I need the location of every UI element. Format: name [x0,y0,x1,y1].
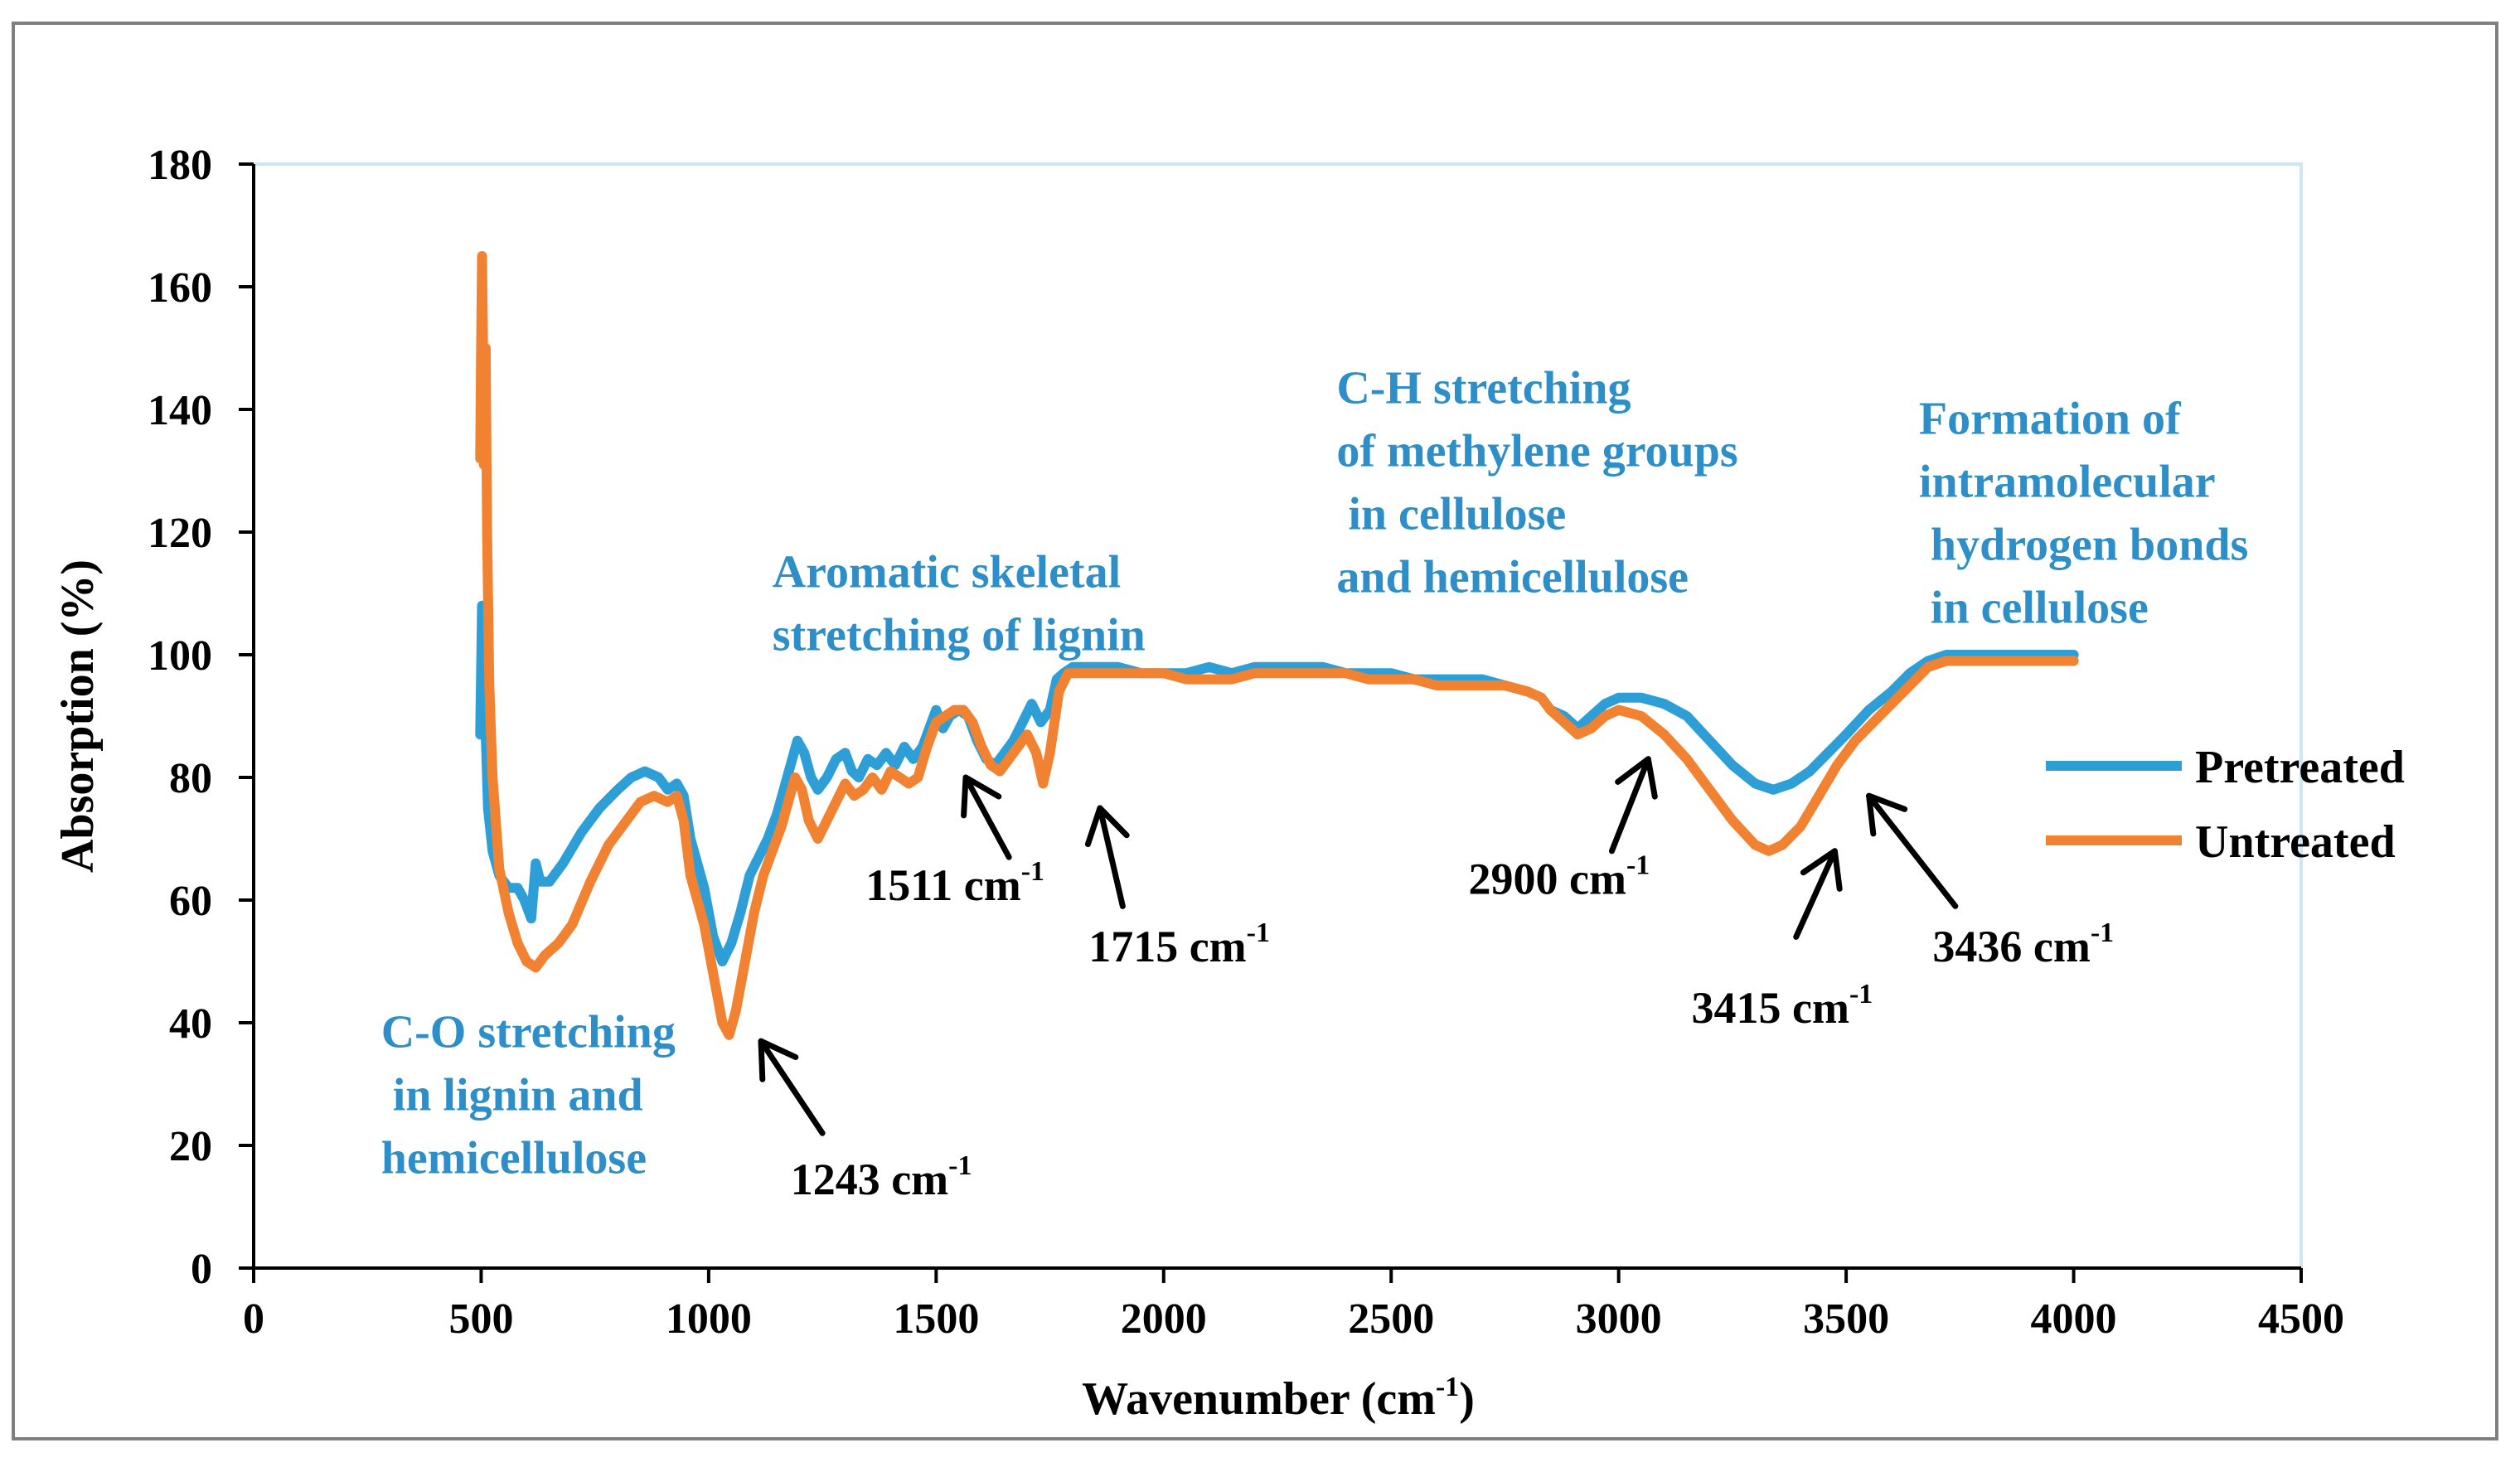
peak-arrow-shaft [1097,805,1126,909]
annotations: C-O stretching in lignin and hemicellulos… [381,363,2249,1184]
peak-arrow-shaft [758,1038,826,1136]
peak-label-sup: -1 [1021,856,1044,887]
tick-labels: 0 20 40 60 80 100 120 140 160 180 0 500 1000 1500 2000… [148,142,2344,1343]
y-tick-label: 120 [148,510,212,557]
y-axis-title: Absorption (%) [52,559,104,873]
series-line-untreated [475,251,2079,1040]
y-tick-label: 80 [169,755,212,802]
x-tick-label: 3000 [1576,1295,1662,1343]
annotation-line: hemicellulose [381,1133,647,1184]
x-tick-label: 500 [448,1295,513,1343]
peak-label-text: 3415 cm [1691,983,1849,1033]
peak-label: 1243 cm-1 [791,1150,972,1204]
x-axis-title-end: ) [1459,1373,1475,1425]
peak-arrow-shaft [1608,756,1651,855]
series-layer [475,251,2079,1040]
annotation-line: and hemicellulose [1336,552,1689,603]
peak-label-sup: -1 [948,1150,972,1181]
peak-arrow-head [758,1038,799,1082]
annotation-line: C-H stretching [1336,363,1631,414]
x-axis-title: Wavenumber (cm-1) [1082,1372,1475,1425]
peak-label-text: 3436 cm [1932,922,2090,971]
peak-arrow-head [1800,848,1843,892]
x-tick-label: 4000 [2031,1295,2117,1343]
peak-label-sup: -1 [2091,917,2114,948]
annotation-line: in cellulose [1919,583,2149,634]
annotation-line: hydrogen bonds [1919,520,2248,571]
legend: Pretreated Untreated [2046,742,2405,868]
annotation-line: of methylene groups [1336,426,1737,477]
peak-label: 1511 cm-1 [865,856,1044,910]
x-tick-label: 1000 [666,1295,752,1343]
annotation-line: Aromatic skeletal [773,547,1121,598]
y-tick-label: 40 [169,1000,212,1048]
annotation-line: Formation of [1919,394,2182,445]
peak-label-text: 1243 cm [791,1155,948,1204]
peak-label: 2900 cm-1 [1469,850,1650,904]
peak-label-text: 1511 cm [865,860,1020,910]
peak-label-text: 2900 cm [1469,855,1626,904]
y-tick-label: 140 [148,387,212,434]
y-tick-label: 60 [169,878,212,925]
figure-frame [12,22,2498,1440]
peak-arrow-head [1866,792,1908,837]
x-tick-label: 3500 [1803,1295,1889,1343]
series-line-pretreated [475,600,2079,966]
annotation-label: Aromatic skeletal stretching of lignin [773,547,1146,661]
x-tick-label: 2500 [1348,1295,1434,1343]
y-tick-label: 180 [148,142,212,189]
peak-label-text: 1715 cm [1088,922,1246,971]
x-axis-title-main: Wavenumber (cm [1082,1373,1436,1425]
peak-arrow-shaft [962,774,1012,860]
annotation-label: C-O stretching in lignin and hemicellulos… [381,1007,676,1184]
annotation-label: C-H stretching of methylene groups in cel… [1336,363,1737,603]
peak-label-sup: -1 [1626,850,1650,881]
x-axis-title-sup: -1 [1436,1372,1459,1402]
y-tick-label: 160 [148,264,212,312]
legend-label-pretreated: Pretreated [2195,742,2405,793]
annotation-line: intramolecular [1919,457,2216,508]
annotation-line: stretching of lignin [773,610,1146,661]
legend-label-untreated: Untreated [2195,816,2396,868]
annotation-line: in lignin and [381,1070,643,1121]
x-tick-label: 0 [243,1295,264,1343]
axes [239,162,2303,1283]
x-tick-label: 2000 [1121,1295,1207,1343]
peak-arrow-head [1084,805,1130,848]
annotation-label: Formation of intramolecular hydrogen bond… [1919,394,2248,634]
peak-arrow-shaft [1793,848,1838,940]
y-tick-label: 20 [169,1123,212,1170]
x-tick-label: 1500 [893,1295,979,1343]
peak-label: 3436 cm-1 [1932,917,2114,971]
peak-arrow-shaft [1866,792,1959,909]
peak-arrow-head [1615,756,1658,800]
y-tick-label: 0 [191,1246,212,1293]
annotation-line: in cellulose [1336,489,1566,540]
peak-label: 1715 cm-1 [1088,917,1270,971]
peak-label-sup: -1 [1247,917,1270,948]
peak-label-sup: -1 [1849,979,1873,1009]
x-tick-label: 4500 [2258,1295,2344,1343]
peak-arrow-head [961,774,1002,819]
y-tick-label: 100 [148,632,212,680]
peak-label: 3415 cm-1 [1691,979,1873,1033]
annotation-line: C-O stretching [381,1007,676,1058]
